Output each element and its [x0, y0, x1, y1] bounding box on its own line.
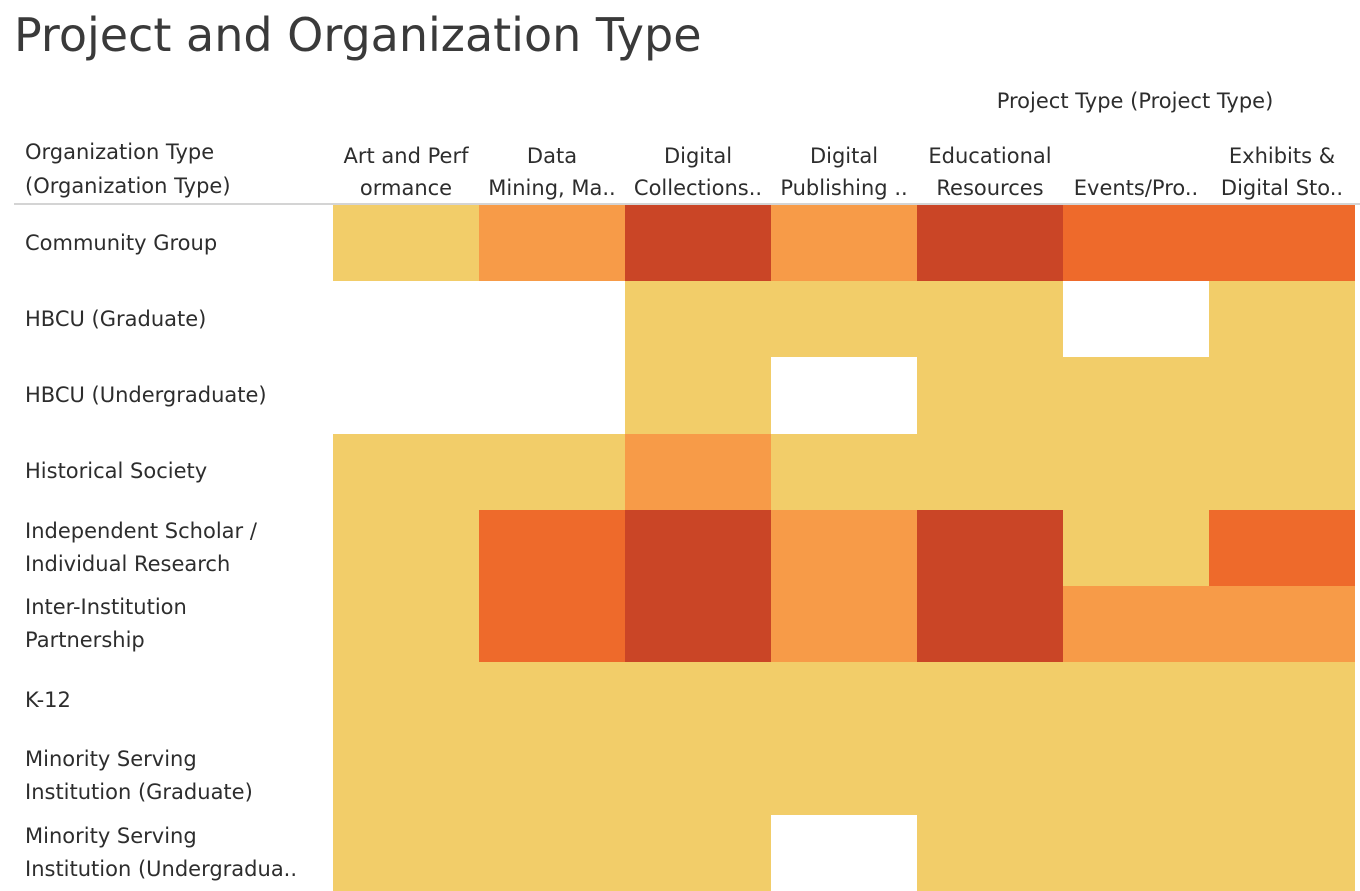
heatmap-cell[interactable] — [771, 357, 917, 434]
heatmap-cell[interactable] — [333, 434, 479, 510]
heatmap-cell[interactable] — [1063, 662, 1209, 738]
heatmap-cell[interactable] — [333, 510, 479, 586]
row-label: Minority Serving Institution (Undergradu… — [25, 823, 298, 881]
heatmap-cell[interactable] — [917, 205, 1063, 281]
heatmap-cell[interactable] — [917, 662, 1063, 738]
row-label: HBCU (Undergraduate) — [25, 382, 267, 407]
heatmap-cell[interactable] — [479, 586, 625, 662]
heatmap-cell[interactable] — [1209, 586, 1355, 662]
row-header-label: Organization Type (Organization Type) — [25, 140, 231, 198]
heatmap-cell[interactable] — [917, 434, 1063, 510]
row-label: HBCU (Graduate) — [25, 306, 207, 331]
heatmap-cell[interactable] — [771, 815, 917, 891]
heatmap-cell[interactable] — [625, 662, 771, 738]
heatmap-cell[interactable] — [333, 357, 479, 434]
heatmap-cell[interactable] — [771, 434, 917, 510]
heatmap-cell[interactable] — [771, 510, 917, 586]
row-label: Community Group — [25, 230, 218, 255]
heatmap-cell[interactable] — [479, 510, 625, 586]
heatmap-cell[interactable] — [625, 281, 771, 357]
heatmap-cell[interactable] — [625, 205, 771, 281]
heatmap-cell[interactable] — [917, 510, 1063, 586]
heatmap-cell[interactable] — [479, 815, 625, 891]
heatmap-cell[interactable] — [625, 510, 771, 586]
heatmap-cell[interactable] — [1209, 281, 1355, 357]
heatmap-cell[interactable] — [479, 357, 625, 434]
heatmap-cell[interactable] — [625, 815, 771, 891]
heatmap-cell[interactable] — [479, 738, 625, 815]
heatmap-cell[interactable] — [1209, 662, 1355, 738]
heatmap-cell[interactable] — [479, 205, 625, 281]
column-header: Events/Pro.. — [1073, 176, 1199, 200]
column-group-label: Project Type (Project Type) — [996, 89, 1274, 113]
heatmap-cell[interactable] — [1209, 738, 1355, 815]
column-header: Exhibits & Digital Sto.. — [1220, 144, 1344, 200]
heatmap-cell[interactable] — [1209, 357, 1355, 434]
heatmap-cell[interactable] — [917, 815, 1063, 891]
heatmap-cell[interactable] — [333, 586, 479, 662]
heatmap-cell[interactable] — [1063, 205, 1209, 281]
heatmap-cell[interactable] — [479, 662, 625, 738]
heatmap-cell[interactable] — [333, 815, 479, 891]
row-label: Independent Scholar / Individual Researc… — [25, 518, 257, 576]
column-header: Digital Collections.. — [633, 144, 763, 200]
heatmap-cell[interactable] — [1063, 815, 1209, 891]
header-divider — [14, 203, 1360, 205]
heatmap-cell[interactable] — [625, 738, 771, 815]
heatmap-cell[interactable] — [1063, 357, 1209, 434]
heatmap-cell[interactable] — [333, 205, 479, 281]
column-header: Educational Resources — [928, 144, 1052, 200]
heatmap-cell[interactable] — [479, 434, 625, 510]
heatmap-cell[interactable] — [771, 205, 917, 281]
heatmap-cell[interactable] — [771, 738, 917, 815]
row-label: K-12 — [25, 687, 71, 712]
heatmap-cell[interactable] — [1063, 281, 1209, 357]
column-header: Data Mining, Ma.. — [488, 144, 616, 200]
row-label: Minority Serving Institution (Graduate) — [25, 747, 253, 805]
heatmap-cell[interactable] — [1063, 510, 1209, 586]
heatmap-cell[interactable] — [1209, 815, 1355, 891]
heatmap-cell[interactable] — [771, 586, 917, 662]
heatmap-cell[interactable] — [1063, 586, 1209, 662]
heatmap-cell[interactable] — [917, 357, 1063, 434]
heatmap-cell[interactable] — [333, 281, 479, 357]
heatmap-cell[interactable] — [479, 281, 625, 357]
heatmap-cell[interactable] — [625, 357, 771, 434]
heatmap-cell[interactable] — [917, 738, 1063, 815]
row-label: Historical Society — [25, 459, 208, 484]
heatmap-cell[interactable] — [1209, 434, 1355, 510]
heatmap-cell[interactable] — [625, 586, 771, 662]
heatmap-cell[interactable] — [333, 738, 479, 815]
heatmap-cell[interactable] — [771, 662, 917, 738]
heatmap-cell[interactable] — [771, 281, 917, 357]
column-header: Art and Perf ormance — [343, 144, 469, 200]
heatmap-cell[interactable] — [1063, 434, 1209, 510]
heatmap-cell[interactable] — [1063, 738, 1209, 815]
heatmap-cell[interactable] — [917, 281, 1063, 357]
heatmap-cell[interactable] — [333, 662, 479, 738]
row-label: Inter-Institution Partnership — [25, 595, 187, 653]
column-header: Digital Publishing .. — [780, 144, 908, 200]
heatmap-cell[interactable] — [1209, 510, 1355, 586]
heatmap-cell[interactable] — [625, 434, 771, 510]
chart-title: Project and Organization Type — [14, 8, 702, 62]
heatmap-cell[interactable] — [917, 586, 1063, 662]
heatmap-cell[interactable] — [1209, 205, 1355, 281]
